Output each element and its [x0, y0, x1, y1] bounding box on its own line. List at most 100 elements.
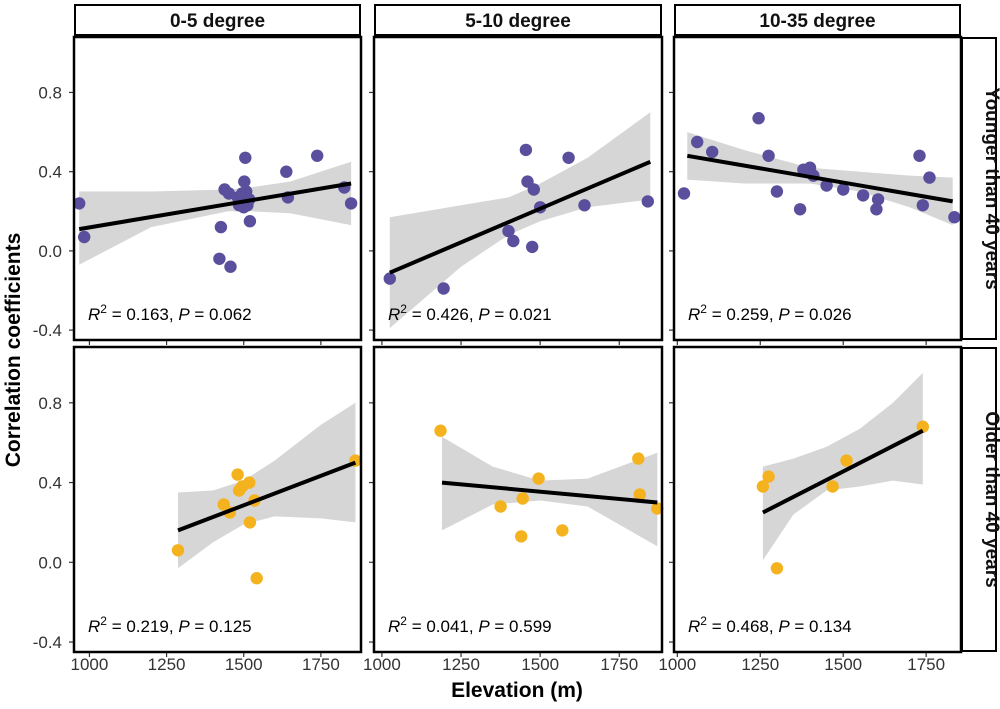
data-point: [383, 272, 396, 285]
y-tick-label: -0.4: [33, 633, 62, 652]
annotation-p-value: = 0.021: [490, 305, 552, 324]
y-tick-label: 0.8: [38, 394, 62, 413]
annotation-p-value: = 0.062: [190, 305, 252, 324]
annotation-p-label: P: [478, 617, 490, 636]
strip-label-col-2: 10-35 degree: [759, 11, 875, 32]
data-point: [171, 544, 185, 557]
annotation-r2-label: R: [688, 617, 700, 636]
data-point: [756, 480, 770, 493]
x-tick-label: 1250: [148, 655, 186, 674]
data-point: [913, 149, 926, 162]
data-point: [691, 135, 704, 149]
annotation-r2-sup: 2: [100, 302, 107, 316]
panel-border: [372, 35, 664, 342]
panel-0-1: [383, 112, 654, 329]
data-point: [437, 282, 450, 295]
annotation-r2-sup: 2: [700, 614, 707, 628]
stats-annotation: R2 = 0.041, P = 0.599: [388, 614, 552, 636]
data-point: [532, 472, 545, 485]
data-point: [562, 151, 575, 164]
data-point: [651, 502, 664, 515]
data-point: [948, 211, 961, 224]
x-tick-label: 1000: [363, 655, 401, 674]
data-point: [238, 175, 251, 188]
annotation-r2-label: R: [88, 617, 100, 636]
strip-header-row-1: [961, 347, 997, 652]
panel-border: [72, 345, 363, 654]
data-point: [633, 488, 646, 501]
data-point: [213, 252, 226, 265]
data-point: [519, 143, 533, 157]
annotation-r2-value: = 0.041,: [407, 617, 478, 636]
data-point: [224, 260, 237, 273]
data-point: [871, 193, 885, 206]
data-point: [770, 562, 784, 575]
annotation-r2-label: R: [688, 305, 700, 324]
x-axis-title: Elevation (m): [451, 679, 583, 702]
data-point: [344, 197, 358, 210]
data-point: [311, 149, 324, 162]
annotation-r2-value: = 0.163,: [107, 305, 178, 324]
x-tick-label: 1250: [442, 655, 480, 674]
annotation-r2-label: R: [88, 305, 100, 324]
data-point: [641, 195, 654, 208]
data-point: [527, 183, 540, 196]
stats-annotation: R2 = 0.426, P = 0.021: [388, 302, 552, 324]
annotation-r2-sup: 2: [100, 614, 107, 628]
x-tick-label: 1500: [521, 655, 559, 674]
x-tick-label: 1750: [907, 655, 945, 674]
data-point: [502, 224, 515, 238]
data-point: [870, 203, 883, 216]
panel-border: [672, 35, 963, 342]
data-point: [762, 149, 775, 162]
annotation-r2-value: = 0.219,: [107, 617, 178, 636]
panels-layer: [73, 112, 961, 585]
data-point: [243, 476, 256, 489]
data-point: [515, 530, 528, 543]
y-tick-label: -0.4: [33, 321, 62, 340]
panel-1-2: [756, 372, 929, 575]
annotation-r2-label: R: [388, 305, 400, 324]
data-point: [526, 240, 539, 254]
data-point: [677, 187, 691, 200]
panel-border: [72, 35, 363, 342]
stats-annotation: R2 = 0.468, P = 0.134: [688, 614, 852, 636]
y-axis-title: Correlation coefficients: [2, 233, 25, 468]
y-tick-label: 0.4: [38, 474, 62, 493]
panel-0-2: [677, 112, 961, 226]
data-point: [770, 185, 784, 198]
stats-annotation: R2 = 0.163, P = 0.062: [88, 302, 252, 324]
y-tick-label: 0.8: [38, 83, 62, 102]
y-tick-label: 0.0: [38, 553, 62, 572]
regression-line: [177, 460, 357, 533]
strip-label-col-1: 5-10 degree: [465, 11, 571, 32]
data-point: [820, 179, 833, 192]
strip-label-col-0: 0-5 degree: [170, 11, 265, 32]
regression-line: [686, 153, 954, 204]
annotation-p-value: = 0.134: [790, 617, 852, 636]
data-point: [762, 470, 775, 483]
data-point: [434, 424, 447, 437]
regression-line: [441, 480, 658, 505]
confidence-band: [389, 112, 651, 329]
x-tick-label: 1750: [600, 655, 638, 674]
data-point: [78, 230, 91, 244]
data-point: [752, 112, 765, 125]
strip-label-row-0: Younger than 40 years: [981, 87, 1000, 289]
frame-layer: [69, 4, 997, 657]
data-point: [916, 420, 929, 433]
y-tick-label: 0.0: [38, 242, 62, 261]
data-point: [578, 199, 591, 212]
panel-border: [372, 345, 664, 654]
panel-1-0: [171, 402, 362, 585]
data-point: [280, 165, 293, 178]
data-point: [632, 452, 645, 465]
x-tick-label: 1750: [302, 655, 340, 674]
x-tick-label: 1500: [824, 655, 862, 674]
data-point: [556, 524, 569, 537]
data-point: [73, 197, 86, 210]
data-point: [239, 151, 252, 164]
data-point: [793, 203, 807, 216]
x-tick-label: 1000: [71, 655, 109, 674]
